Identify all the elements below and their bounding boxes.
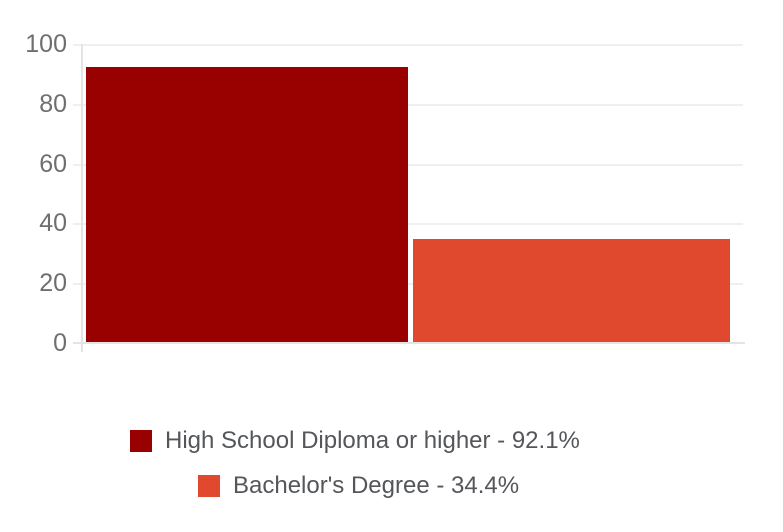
gridline-20 [73, 283, 743, 285]
y-tick-label: 40 [39, 209, 67, 237]
gridline-40 [73, 223, 743, 225]
legend-item: High School Diploma or higher - 92.1% [130, 427, 580, 454]
x-axis-baseline [73, 342, 745, 344]
y-axis-line [81, 44, 83, 352]
gridline-60 [73, 164, 743, 166]
y-tick-label: 80 [39, 90, 67, 118]
y-tick-label: 60 [39, 150, 67, 178]
gridline-80 [73, 104, 743, 106]
bar-bachelors-degree[interactable] [413, 239, 730, 342]
legend-swatch-orange-red [198, 475, 220, 497]
legend-label: High School Diploma or higher - 92.1% [165, 427, 580, 454]
legend-item: Bachelor's Degree - 34.4% [198, 472, 520, 499]
legend-label: Bachelor's Degree - 34.4% [233, 472, 520, 499]
legend-swatch-dark-red [130, 430, 152, 452]
y-tick-label: 0 [53, 329, 67, 357]
y-tick-label: 100 [25, 30, 67, 58]
gridline-100 [73, 44, 743, 46]
y-tick-label: 20 [39, 269, 67, 297]
bar-high-school-diploma[interactable] [86, 67, 408, 342]
